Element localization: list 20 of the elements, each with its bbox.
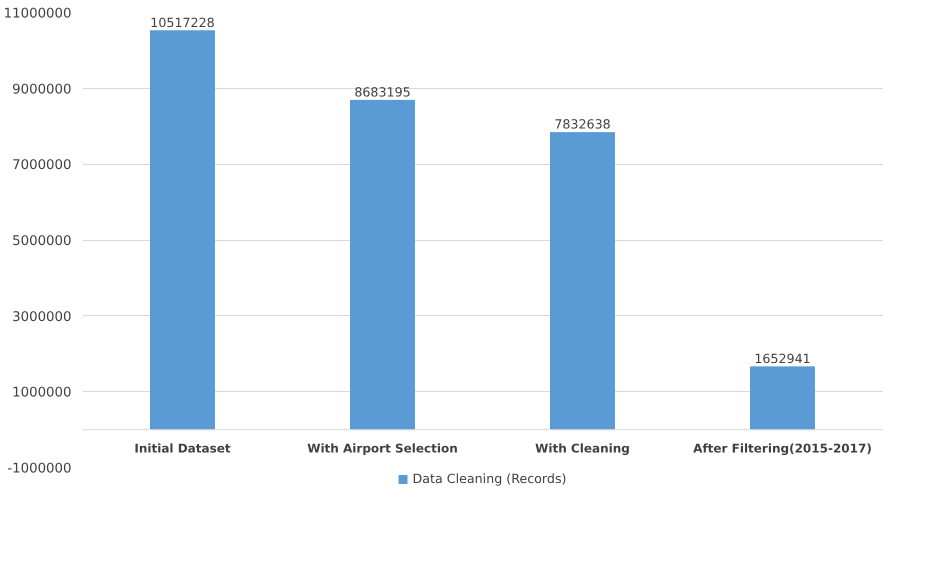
bar bbox=[750, 366, 815, 430]
legend-label: Data Cleaning (Records) bbox=[412, 471, 566, 486]
bar bbox=[350, 100, 415, 430]
bar bbox=[150, 30, 215, 430]
data-label: 1652941 bbox=[754, 350, 811, 366]
data-label: 10517228 bbox=[150, 14, 215, 30]
y-tick-label: 3000000 bbox=[12, 310, 72, 325]
x-tick-label: After Filtering(2015-2017) bbox=[693, 442, 872, 456]
x-tick-label: With Airport Selection bbox=[307, 442, 458, 456]
y-tick-label: 1000000 bbox=[12, 386, 72, 401]
y-tick-label: -1000000 bbox=[7, 462, 72, 476]
data-label: 7832638 bbox=[554, 116, 611, 132]
x-tick-label: Initial Dataset bbox=[134, 442, 231, 456]
data-label: 8683195 bbox=[354, 84, 411, 100]
y-tick-label: 9000000 bbox=[12, 82, 72, 98]
y-tick-label: 5000000 bbox=[12, 234, 72, 249]
y-tick-label: 11000000 bbox=[4, 6, 72, 22]
bar bbox=[550, 132, 615, 430]
y-tick-label: 7000000 bbox=[12, 158, 72, 174]
x-tick-label: With Cleaning bbox=[535, 442, 630, 456]
